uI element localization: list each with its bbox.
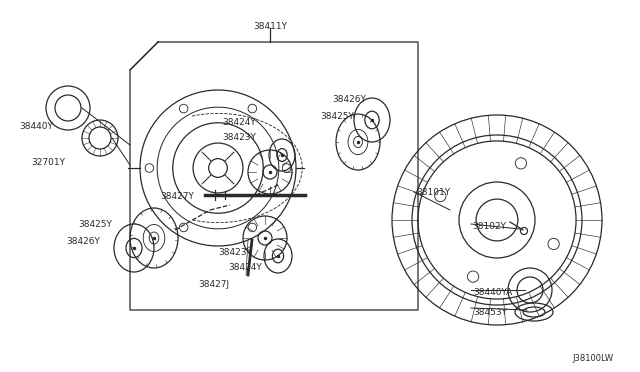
Text: 38440Y: 38440Y xyxy=(19,122,53,131)
Text: 38424Y: 38424Y xyxy=(228,263,262,272)
Text: J38100LW: J38100LW xyxy=(572,354,613,363)
Text: 38423Y: 38423Y xyxy=(222,133,256,142)
Text: 38425Y: 38425Y xyxy=(320,112,354,121)
Text: 38411Y: 38411Y xyxy=(253,22,287,31)
Text: 38427Y: 38427Y xyxy=(160,192,194,201)
Text: 38101Y: 38101Y xyxy=(416,188,450,197)
Text: 38102Y: 38102Y xyxy=(472,222,506,231)
Text: 38426Y: 38426Y xyxy=(332,95,366,104)
Text: 38440YA: 38440YA xyxy=(473,288,512,297)
Text: 38427J: 38427J xyxy=(198,280,229,289)
Text: 38424Y: 38424Y xyxy=(222,118,256,127)
Text: 38423Y: 38423Y xyxy=(218,248,252,257)
Text: 38426Y: 38426Y xyxy=(66,237,100,246)
Text: 38453Y: 38453Y xyxy=(473,308,507,317)
Text: 38425Y: 38425Y xyxy=(78,220,112,229)
Text: 32701Y: 32701Y xyxy=(31,158,65,167)
